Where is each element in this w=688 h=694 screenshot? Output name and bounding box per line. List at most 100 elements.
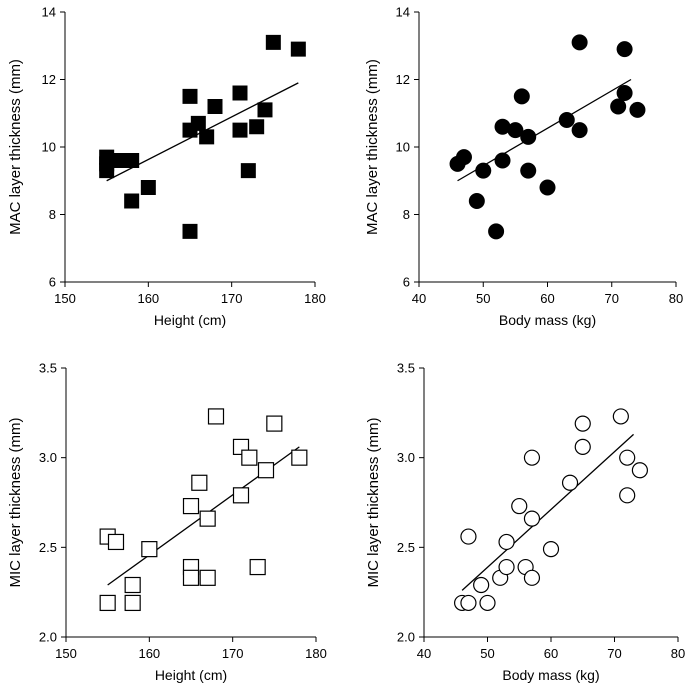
x-axis-title: Body mass (kg) xyxy=(499,312,596,328)
data-point xyxy=(241,449,258,466)
data-point xyxy=(460,528,477,545)
y-tick-label: 2.5 xyxy=(397,540,415,555)
y-tick-label: 8 xyxy=(49,207,56,222)
data-point xyxy=(616,85,633,101)
data-point xyxy=(488,223,505,240)
data-point xyxy=(523,449,541,466)
data-point xyxy=(207,408,225,425)
y-axis-title: MAC layer thickness (mm) xyxy=(364,59,381,235)
y-axis-title: MIC layer thickness (mm) xyxy=(7,417,24,587)
chart-mic-height: 2.0 2.5 3.0 3.5 150 160 170 180 Height (cm) MIC l… xyxy=(7,361,327,684)
x-tick-label: 50 xyxy=(476,291,490,306)
data-point xyxy=(619,487,636,504)
data-point xyxy=(232,487,250,504)
x-tick-label: 70 xyxy=(607,646,621,661)
data-point xyxy=(571,34,588,51)
x-tick-label: 150 xyxy=(55,646,77,661)
data-point xyxy=(494,118,511,135)
x-tick-label: 170 xyxy=(221,291,243,306)
data-point xyxy=(199,569,216,586)
data-point xyxy=(290,41,306,57)
x-tick-label: 180 xyxy=(304,291,326,306)
y-tick-label: 12 xyxy=(42,72,56,87)
data-point xyxy=(523,569,541,586)
data-point xyxy=(124,153,140,168)
y-tick-label: 3.5 xyxy=(397,361,415,376)
data-point xyxy=(257,102,273,118)
chart-mac-height: 6 8 10 12 14 150 160 170 180 Height (cm) MAC layer… xyxy=(7,5,326,329)
data-point xyxy=(291,449,308,466)
data-point xyxy=(140,180,156,195)
data-point xyxy=(249,558,266,576)
data-point xyxy=(257,462,275,479)
data-point xyxy=(561,474,579,491)
y-tick-label: 6 xyxy=(403,275,410,290)
data-point xyxy=(616,41,633,58)
y-tick-label: 3.0 xyxy=(39,450,57,465)
x-tick-label: 50 xyxy=(480,646,494,661)
chart-mic-mass: 2.0 2.5 3.0 3.5 40 50 60 70 80 Body mass (kg) MIC … xyxy=(365,361,685,684)
data-point xyxy=(542,541,560,558)
x-tick-label: 150 xyxy=(54,291,76,306)
data-point xyxy=(199,129,215,145)
chart-mac-mass: 6 8 10 12 14 40 50 60 70 80 Body mass (kg) MAC laye… xyxy=(364,5,683,329)
data-point xyxy=(468,193,485,209)
x-tick-label: 60 xyxy=(540,291,554,306)
data-point xyxy=(124,594,141,612)
data-point xyxy=(494,152,511,169)
data-point xyxy=(182,88,198,104)
data-point xyxy=(558,112,575,128)
data-point xyxy=(232,85,248,101)
x-axis-title: Height (cm) xyxy=(155,667,227,683)
data-point xyxy=(498,533,515,551)
x-tick-label: 60 xyxy=(544,646,558,661)
data-point xyxy=(507,122,524,139)
data-point xyxy=(455,149,472,166)
data-point xyxy=(107,533,125,551)
data-point xyxy=(182,497,200,515)
data-point xyxy=(191,474,208,491)
y-tick-label: 2.0 xyxy=(39,630,57,645)
data-point xyxy=(207,99,223,114)
data-point xyxy=(141,541,158,558)
data-point xyxy=(574,438,591,456)
trend-line xyxy=(461,433,634,591)
data-point xyxy=(199,510,216,527)
x-axis-title: Height (cm) xyxy=(154,312,226,328)
y-axis-title: MAC layer thickness (mm) xyxy=(7,59,24,235)
x-tick-label: 160 xyxy=(137,291,159,306)
x-tick-label: 160 xyxy=(138,646,160,661)
y-tick-label: 6 xyxy=(49,275,56,290)
x-axis-title: Body mass (kg) xyxy=(502,667,599,683)
data-point xyxy=(511,497,528,515)
data-point xyxy=(473,576,490,594)
data-point xyxy=(232,122,248,138)
data-point xyxy=(182,223,198,239)
x-tick-label: 40 xyxy=(417,646,431,661)
y-tick-label: 12 xyxy=(396,72,410,87)
data-point xyxy=(610,98,627,115)
data-point xyxy=(631,462,649,479)
data-point xyxy=(240,163,256,179)
y-axis-title: MIC layer thickness (mm) xyxy=(365,417,382,587)
data-point xyxy=(520,162,537,179)
x-tick-label: 40 xyxy=(412,291,426,306)
y-tick-label: 14 xyxy=(42,5,56,20)
data-point xyxy=(629,101,646,118)
data-point xyxy=(571,122,588,139)
y-tick-label: 3.5 xyxy=(39,361,57,376)
data-point xyxy=(265,34,281,50)
data-point xyxy=(124,576,141,594)
data-point xyxy=(612,408,629,425)
y-tick-label: 14 xyxy=(396,5,410,20)
x-tick-label: 70 xyxy=(605,291,619,306)
data-point xyxy=(99,594,116,612)
data-point xyxy=(182,569,200,586)
data-point xyxy=(475,162,492,179)
data-point xyxy=(460,594,477,612)
data-point xyxy=(513,88,530,105)
data-point xyxy=(523,510,541,527)
y-tick-label: 2.0 xyxy=(397,630,415,645)
x-tick-label: 80 xyxy=(669,291,683,306)
